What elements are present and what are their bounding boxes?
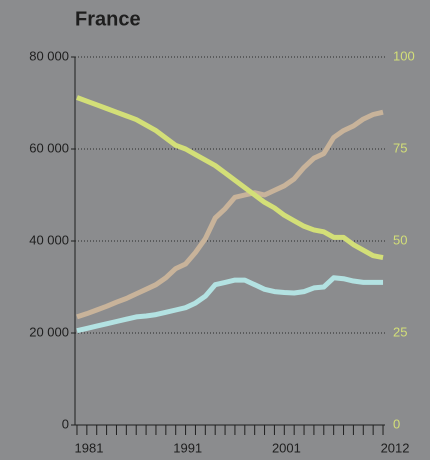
data-line [76, 275, 384, 334]
y2-tick-label: 25 [393, 324, 407, 339]
y-tick-label: 20 000 [29, 324, 69, 339]
data-line [76, 109, 384, 320]
x-tick-label: 2012 [381, 440, 410, 455]
data-line [76, 95, 384, 261]
chart-title: France [75, 8, 141, 30]
y2-tick-label: 50 [393, 232, 407, 247]
y2-tick-label: 0 [393, 416, 400, 431]
y-tick-label: 40 000 [29, 232, 69, 247]
x-tick-label: 2001 [272, 440, 301, 455]
x-tick-label: 1981 [75, 440, 104, 455]
y-tick-label: 0 [62, 416, 69, 431]
y2-tick-label: 100 [393, 48, 415, 63]
y2-tick-label: 75 [393, 140, 407, 155]
y-tick-label: 80 000 [29, 48, 69, 63]
x-tick-label: 1991 [173, 440, 202, 455]
y-tick-label: 60 000 [29, 140, 69, 155]
